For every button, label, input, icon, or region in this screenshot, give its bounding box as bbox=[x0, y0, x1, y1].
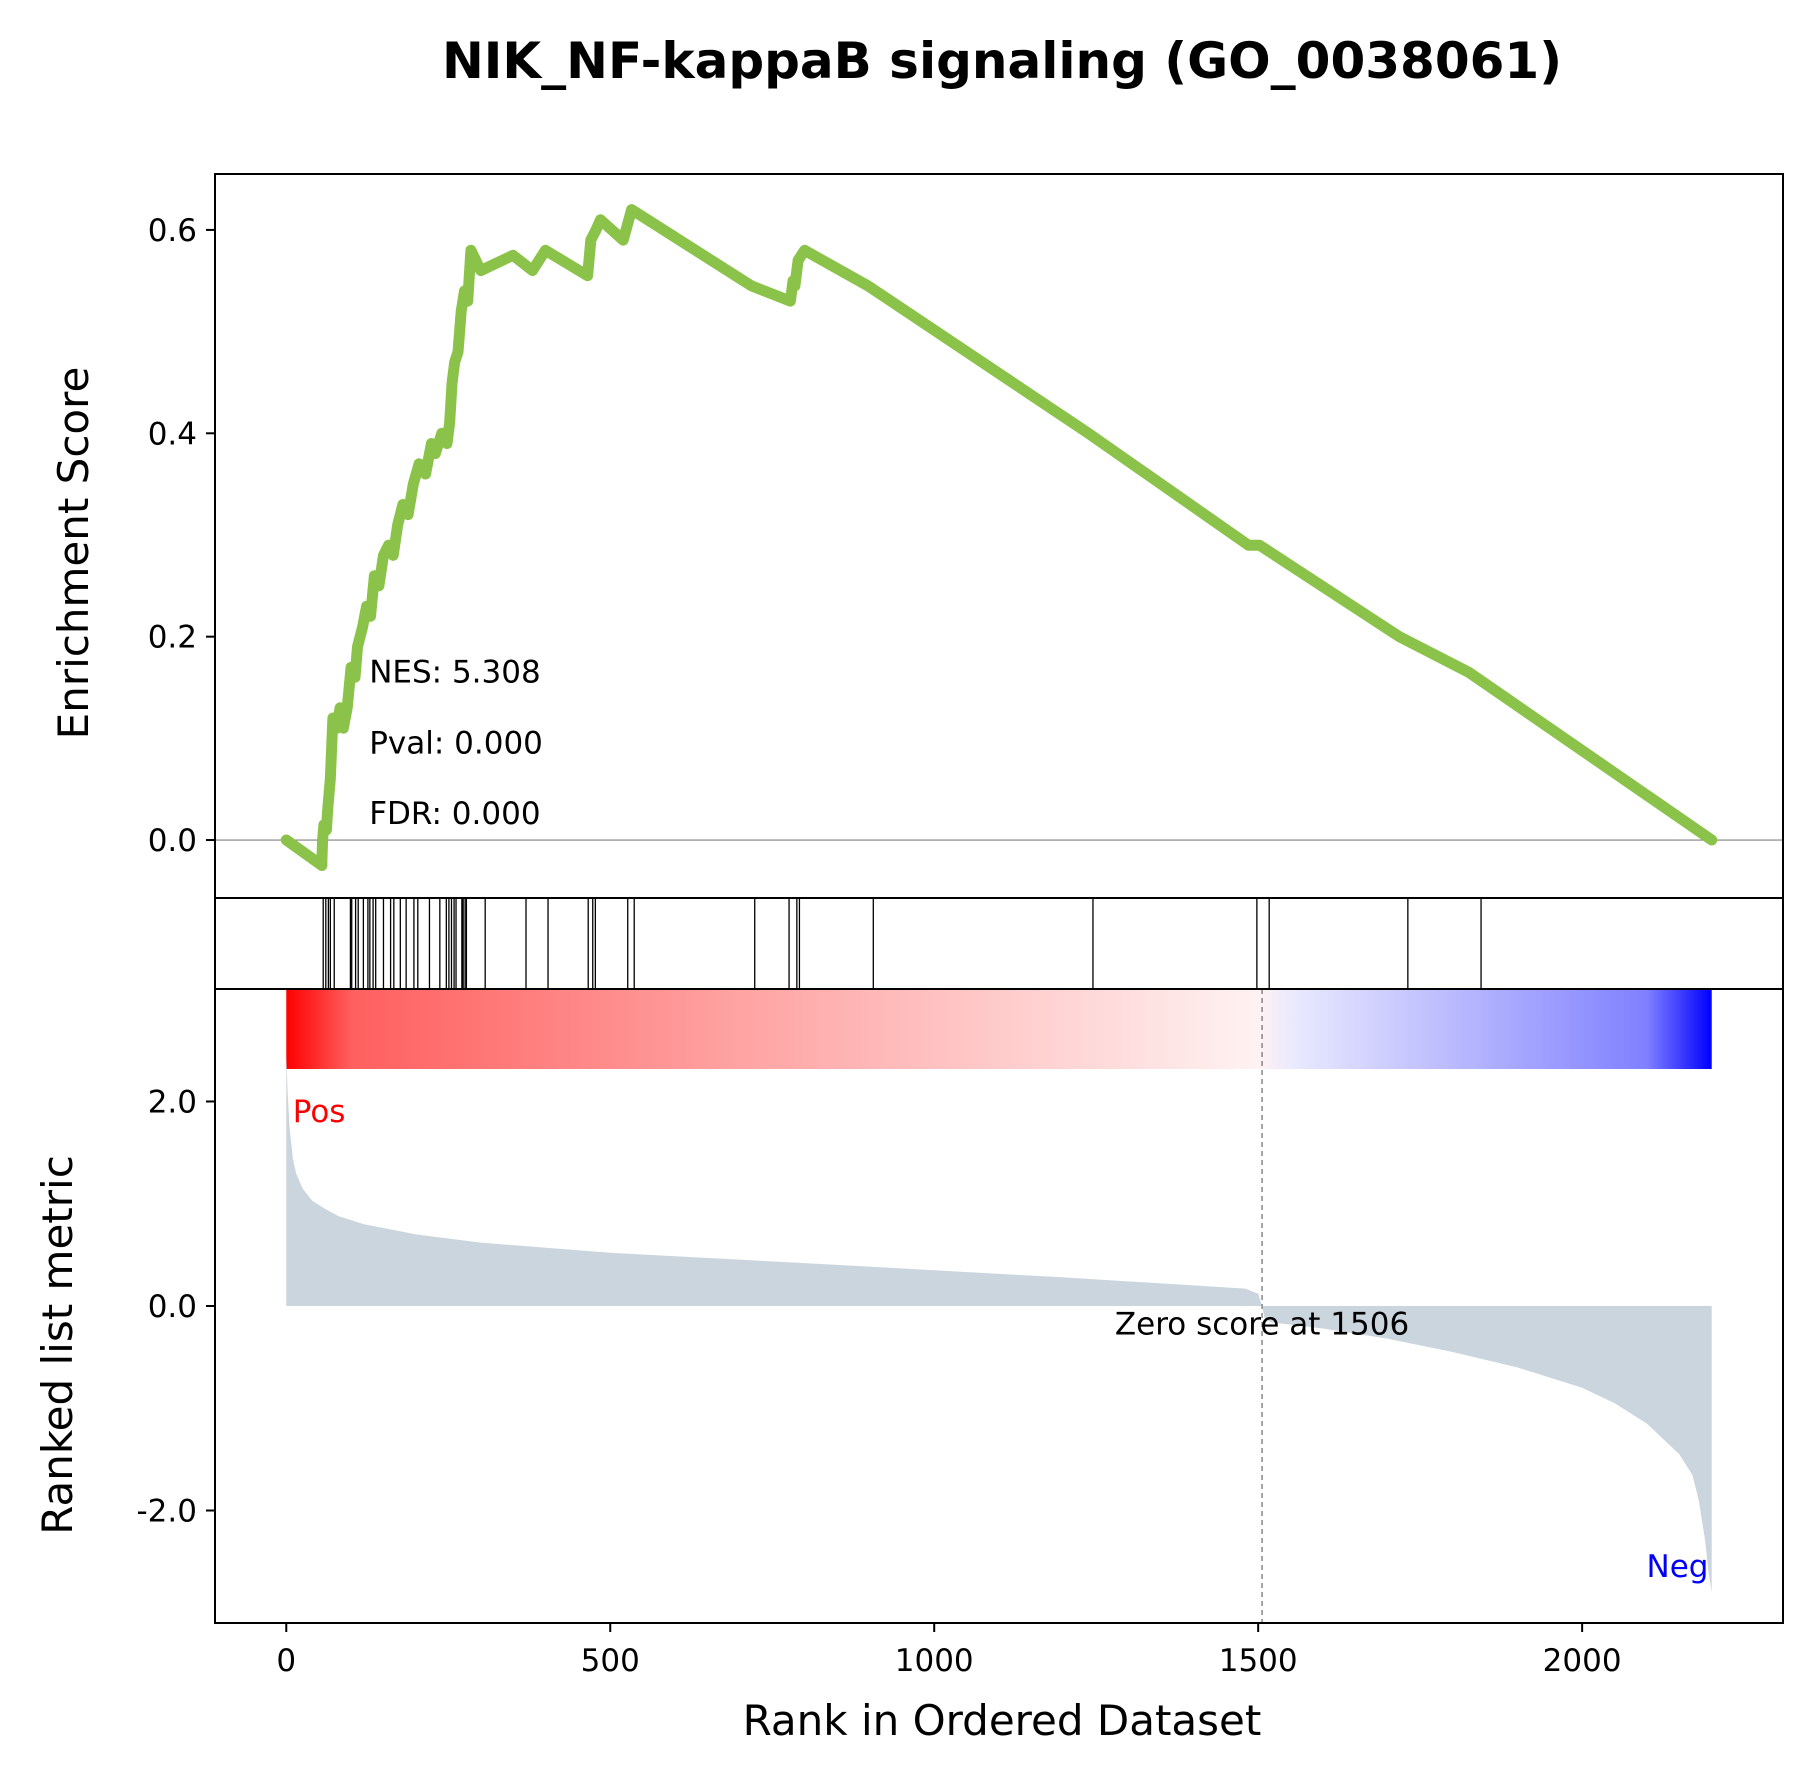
enrichment-y-ticks: 0.0 0.2 0.4 0.6 bbox=[148, 213, 215, 859]
hits-panel bbox=[214, 897, 1784, 990]
pval-annotation: Pval: 0.000 bbox=[369, 726, 543, 762]
metric-y-tick-label: 0.0 bbox=[148, 1289, 197, 1325]
neg-label: Neg bbox=[1647, 1549, 1709, 1585]
enrichment-score-line bbox=[280, 204, 1718, 871]
rank-gradient-bar bbox=[286, 989, 1712, 1069]
nes-annotation: NES: 5.308 bbox=[369, 654, 541, 690]
x-axis-label: Rank in Ordered Dataset bbox=[743, 1696, 1262, 1745]
enrichment-panel-frame bbox=[214, 173, 1784, 899]
enrichment-y-tick-label: 0.4 bbox=[148, 416, 197, 452]
enrichment-y-tick-label: 0.0 bbox=[148, 823, 197, 859]
zero-score-label: Zero score at 1506 bbox=[1115, 1307, 1409, 1343]
x-tick-label: 0 bbox=[276, 1643, 296, 1679]
x-tick-label: 1500 bbox=[1219, 1643, 1298, 1679]
enrichment-y-tick-label: 0.2 bbox=[148, 620, 197, 656]
chart-title: NIK_NF-kappaB signaling (GO_0038061) bbox=[442, 32, 1562, 90]
metric-y-tick-label: -2.0 bbox=[137, 1494, 198, 1530]
pos-label: Pos bbox=[293, 1094, 346, 1130]
x-tick-label: 500 bbox=[581, 1643, 640, 1679]
x-tick-label: 1000 bbox=[895, 1643, 974, 1679]
enrichment-panel: 0.0 0.2 0.4 0.6 NES: 5.308 Pval: 0.000 FDR:… bbox=[49, 173, 1784, 899]
ranked-metric-area bbox=[286, 1055, 1712, 1593]
metric-y-tick-label: 2.0 bbox=[148, 1084, 197, 1120]
metric-y-axis-label: Ranked list metric bbox=[33, 1155, 82, 1535]
enrichment-y-axis-label: Enrichment Score bbox=[49, 367, 98, 740]
metric-y-ticks: 2.0 0.0 -2.0 bbox=[137, 1084, 215, 1530]
fdr-annotation: FDR: 0.000 bbox=[369, 796, 540, 832]
x-axis-ticks: 0 500 1000 1500 2000 bbox=[276, 1623, 1622, 1679]
x-tick-label: 2000 bbox=[1543, 1643, 1622, 1679]
metric-panel-frame bbox=[214, 988, 1784, 1624]
metric-panel: Zero score at 1506 Pos Neg 2.0 0.0 -2.0 Ra… bbox=[33, 988, 1784, 1624]
gene-hit-lines bbox=[322, 898, 1482, 989]
hits-panel-frame bbox=[214, 897, 1784, 990]
enrichment-y-tick-label: 0.6 bbox=[148, 213, 197, 249]
